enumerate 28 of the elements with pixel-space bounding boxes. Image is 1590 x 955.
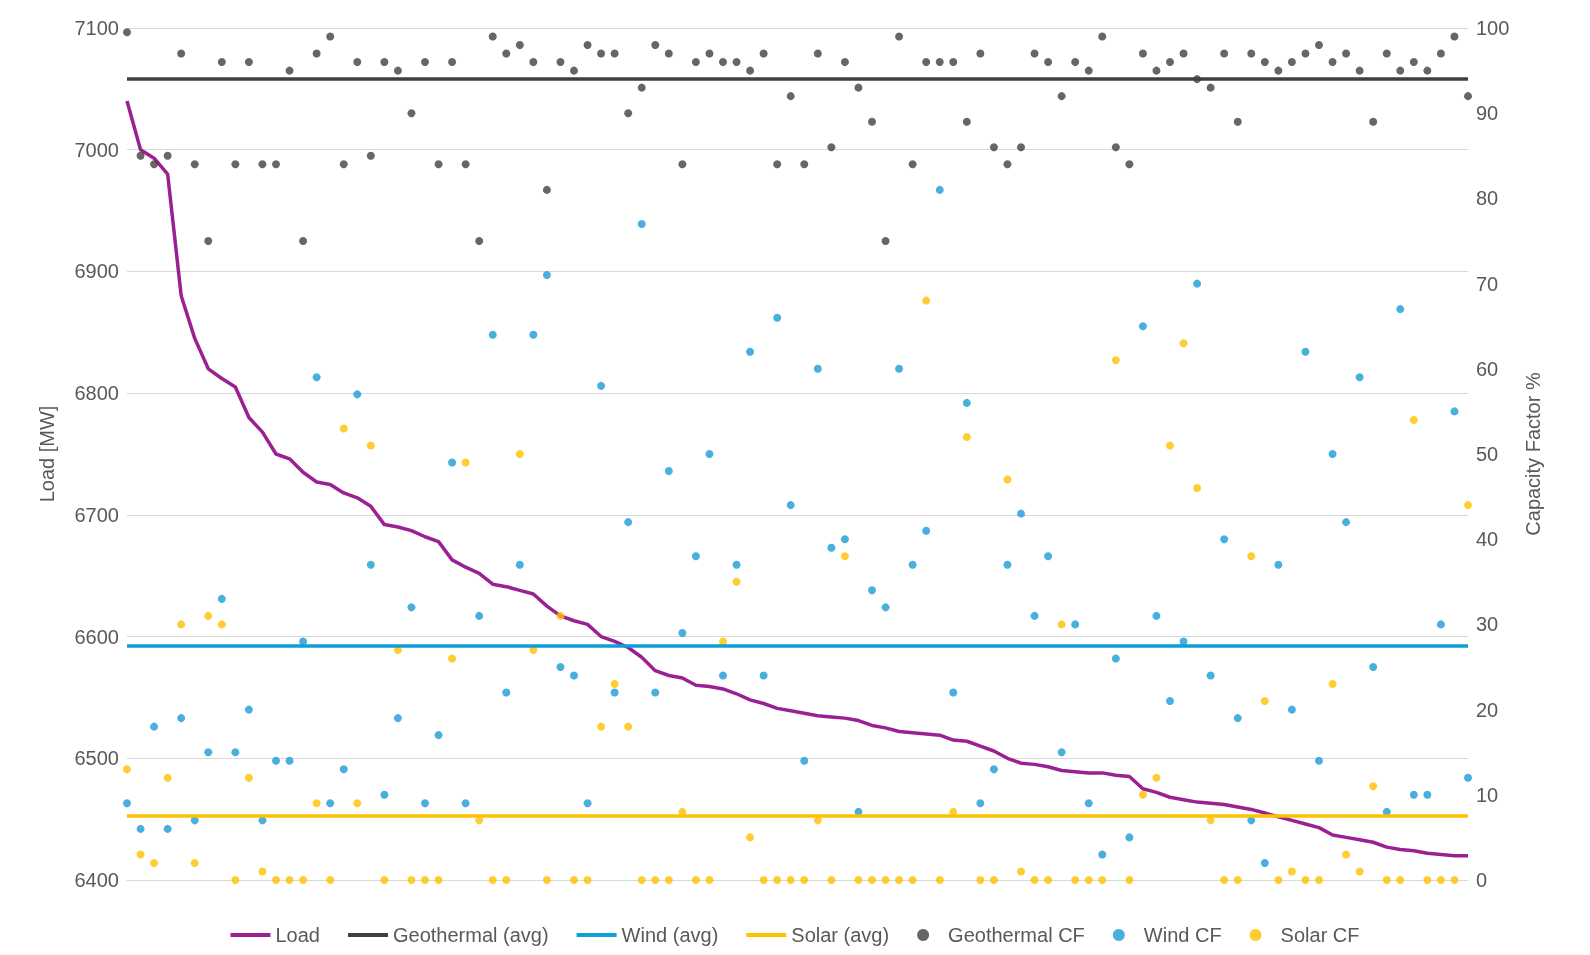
y2-tick-label: 10	[1476, 783, 1499, 806]
y2-tick-label: 60	[1476, 357, 1499, 380]
y2-axis-title: Capacity Factor %	[1522, 372, 1544, 536]
y2-tick-label: 20	[1476, 698, 1499, 721]
y2-tick-label: 80	[1476, 187, 1499, 210]
y-tick-label: 6400	[74, 869, 119, 891]
y2-tick-label: 70	[1476, 272, 1499, 295]
y-tick-label: 7100	[74, 17, 119, 39]
y-tick-label: 6700	[74, 503, 119, 526]
y2-tick-label: 50	[1476, 443, 1499, 465]
y-axis-title: Load [MW]	[36, 405, 58, 503]
y2-tick-label: 0	[1476, 869, 1488, 891]
legend-label: Wind (avg)	[621, 924, 719, 946]
y-tick-label: 6500	[74, 747, 119, 770]
y2-tick-label: 90	[1476, 102, 1499, 125]
legend-label: Wind CF	[1143, 924, 1222, 946]
legend-label: Solar (avg)	[791, 924, 890, 946]
y2-tick-label: 30	[1476, 613, 1499, 636]
legend-label: Solar CF	[1280, 924, 1360, 946]
legend-label: Load	[275, 924, 320, 946]
y-tick-label: 6600	[74, 625, 119, 648]
y2-tick-label: 100	[1476, 17, 1510, 39]
legend-label: Geothermal CF	[948, 924, 1085, 946]
y-tick-label: 6800	[74, 382, 119, 405]
legend-label: Geothermal (avg)	[392, 924, 549, 946]
y2-tick-label: 40	[1476, 528, 1499, 551]
y-tick-label: 6900	[74, 260, 119, 283]
y-tick-label: 7000	[74, 138, 119, 161]
